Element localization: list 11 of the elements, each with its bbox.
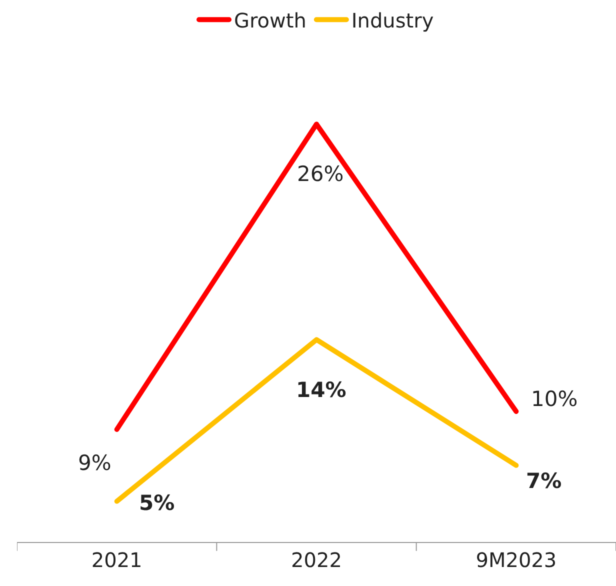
- data-label: 7%: [526, 469, 562, 493]
- data-label: 14%: [296, 378, 346, 402]
- data-label: 10%: [531, 387, 578, 411]
- legend-label: Industry: [351, 8, 434, 32]
- x-tick-label: 9M2023: [476, 548, 557, 572]
- data-label: 9%: [78, 451, 112, 475]
- x-tick-label: 2021: [91, 548, 142, 572]
- legend-label: Growth: [234, 8, 306, 32]
- data-label: 26%: [297, 162, 344, 186]
- data-label: 5%: [139, 491, 175, 515]
- x-tick-label: 2022: [291, 548, 342, 572]
